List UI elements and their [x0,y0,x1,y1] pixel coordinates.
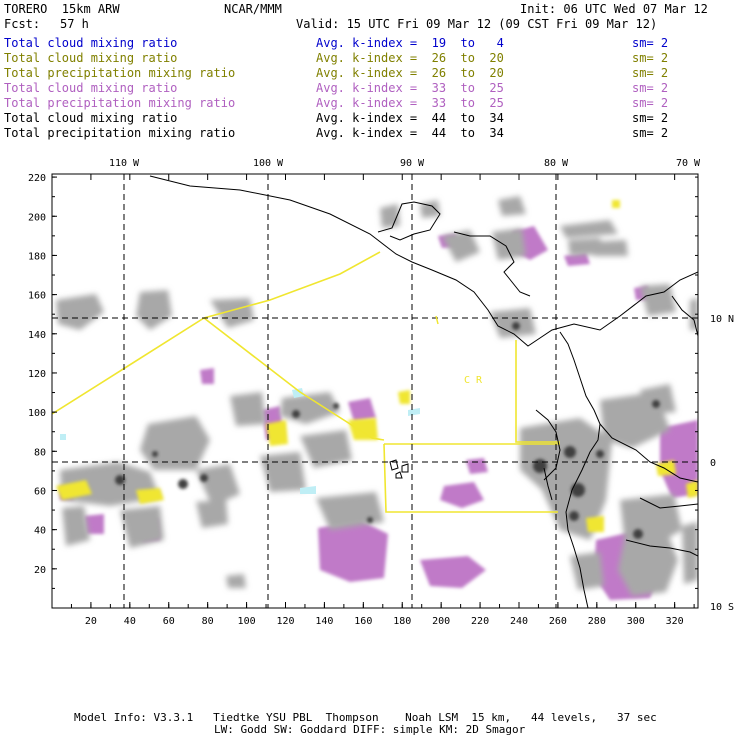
lon-label: 90 W [400,158,425,169]
lon-label: 70 W [676,158,701,169]
y-tick-label: 80 [34,447,46,458]
x-tick-label: 120 [276,616,294,627]
x-tick-label: 160 [354,616,372,627]
legend-field-4: Total precipitation mixing ratio [4,96,236,110]
init-time: Init: 06 UTC Wed 07 Mar 12 [520,2,708,16]
y-tick-label: 200 [28,212,46,223]
y-tick-label: 60 [34,486,46,497]
x-tick-label: 40 [124,616,136,627]
axis-labels: 110 W 100 W 90 W 80 W 70 W 10 N 0 10 S 220 200 180… [28,158,734,627]
legend-sm-4: sm= 2 [632,96,669,110]
x-tick-label: 280 [588,616,606,627]
marker [435,315,439,325]
legend-field-2: Total precipitation mixing ratio [4,66,236,80]
y-tick-label: 220 [28,173,46,184]
legend-field-0: Total cloud mixing ratio [4,36,178,50]
legend-kindex-6: Avg. k-index = 44 to 34 [316,126,504,140]
galapagos-islands [389,459,409,479]
yellow-patches [56,200,698,532]
legend-kindex-5: Avg. k-index = 44 to 34 [316,111,504,125]
y-tick-label: 20 [34,565,46,576]
cr-label: C R [464,375,483,386]
x-tick-label: 300 [627,616,645,627]
fcst-label: Fcst: [4,17,41,31]
x-tick-label: 260 [549,616,567,627]
legend-sm-1: sm= 2 [632,51,669,65]
x-tick-label: 320 [666,616,684,627]
footer-physics-info: LW: Godd SW: Goddard DIFF: simple KM: 2D… [214,723,526,736]
legend-sm-6: sm= 2 [632,126,669,140]
legend-sm-0: sm= 2 [632,36,669,50]
y-tick-label: 160 [28,291,46,302]
x-tick-label: 100 [238,616,256,627]
legend-kindex-2: Avg. k-index = 26 to 20 [316,66,504,80]
x-tick-label: 200 [432,616,450,627]
legend-sm-5: sm= 2 [632,111,669,125]
model-title: TORERO 15km ARW [4,2,120,16]
lat-label: 10 N [710,314,734,325]
fcst-value: 57 h [60,17,89,31]
institution: NCAR/MMM [224,2,282,16]
boundary-lines [52,251,560,513]
x-tick-label: 180 [393,616,411,627]
legend-field-1: Total cloud mixing ratio [4,51,178,65]
lat-lon-grid [52,174,698,608]
y-tick-label: 120 [28,369,46,380]
legend-field-6: Total precipitation mixing ratio [4,126,236,140]
y-tick-label: 100 [28,408,46,419]
plot-frame [51,173,699,609]
legend-kindex-0: Avg. k-index = 19 to 4 [316,36,504,50]
x-tick-label: 140 [315,616,333,627]
x-tick-label: 240 [510,616,528,627]
lat-label: 0 [710,458,716,469]
legend-field-3: Total cloud mixing ratio [4,81,178,95]
footer-model-info: Model Info: V3.3.1 Tiedtke YSU PBL Thomp… [74,711,657,724]
y-tick-label: 140 [28,330,46,341]
lon-label: 110 W [109,158,140,169]
y-tick-label: 180 [28,251,46,262]
axis-ticks [52,174,698,608]
x-tick-label: 80 [202,616,214,627]
cyan-patches [60,388,420,494]
legend-kindex-4: Avg. k-index = 33 to 25 [316,96,504,110]
y-tick-label: 40 [34,526,46,537]
legend-sm-3: sm= 2 [632,81,669,95]
legend-kindex-3: Avg. k-index = 33 to 25 [316,81,504,95]
lon-label: 80 W [544,158,569,169]
x-tick-label: 20 [85,616,97,627]
legend-field-5: Total cloud mixing ratio [4,111,178,125]
valid-time: Valid: 15 UTC Fri 09 Mar 12 (09 CST Fri … [296,17,658,31]
x-tick-label: 220 [471,616,489,627]
lat-label: 10 S [710,602,734,613]
lon-label: 100 W [253,158,284,169]
legend-kindex-1: Avg. k-index = 26 to 20 [316,51,504,65]
x-tick-label: 60 [163,616,175,627]
legend-sm-2: sm= 2 [632,66,669,80]
